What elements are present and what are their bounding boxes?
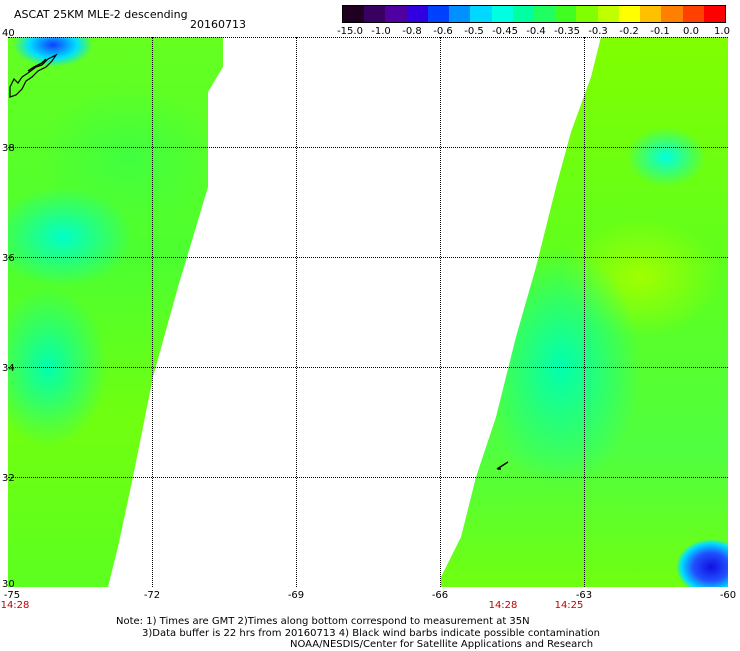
color-scale-label: -0.2 [619, 26, 639, 37]
color-swatch [597, 6, 619, 22]
color-swatch [343, 6, 365, 22]
note-line: Note: 1) Times are GMT 2)Times along bot… [116, 616, 530, 627]
color-swatch [640, 6, 662, 22]
meridian-line [584, 37, 585, 587]
color-scale-label: -0.35 [554, 26, 580, 37]
color-swatch [491, 6, 513, 22]
color-scale-label: -0.1 [650, 26, 670, 37]
lon-label: -72 [143, 590, 161, 601]
pass-time: 14:25 [554, 600, 584, 611]
product-date: 20160713 [190, 18, 246, 31]
satellite-swath-west [8, 37, 223, 587]
color-swatch [682, 6, 704, 22]
color-scale-bar [342, 5, 726, 23]
lat-label: 36 [2, 253, 15, 264]
color-swatch [427, 6, 450, 22]
wind-barb-icon [496, 461, 509, 470]
lat-label: 38 [2, 143, 15, 154]
color-swatch [385, 6, 407, 22]
color-swatch [576, 6, 598, 22]
color-scale-labels: -15.0 -1.0 -0.8 -0.6 -0.5 -0.45 -0.4 -0.35 -0.3-… [336, 26, 736, 38]
lat-label: 30 [2, 579, 15, 590]
pass-time: 14:28 [488, 600, 518, 611]
lon-label: -75 [3, 590, 21, 601]
map-panel [8, 37, 728, 587]
coastline [9, 53, 58, 98]
meridian-line [152, 37, 153, 587]
lat-label: 34 [2, 363, 15, 374]
parallel-line [8, 367, 728, 368]
lat-label: 32 [2, 473, 15, 484]
pass-time: 14:28 [0, 600, 30, 611]
parallel-line [8, 257, 728, 258]
color-swatch [555, 6, 577, 22]
color-scale-label: -0.6 [433, 26, 453, 37]
color-scale-label: -0.5 [464, 26, 484, 37]
color-scale-label: -0.45 [492, 26, 518, 37]
lon-label: -69 [287, 590, 305, 601]
color-scale-label: -0.3 [588, 26, 608, 37]
parallel-line [8, 477, 728, 478]
lon-label: -66 [431, 590, 449, 601]
color-swatch [470, 6, 492, 22]
meridian-line [296, 37, 297, 587]
lon-label: -63 [575, 590, 593, 601]
note-line: 3)Data buffer is 22 hrs from 20160713 4)… [142, 628, 600, 639]
product-title: ASCAT 25KM MLE-2 descending [14, 8, 188, 21]
color-scale-label: 1.0 [714, 26, 730, 37]
color-swatch [364, 6, 386, 22]
color-swatch [449, 6, 471, 22]
meridian-line [440, 37, 441, 587]
lat-label: 40 [2, 28, 15, 39]
parallel-line [8, 37, 728, 38]
color-scale-label: 0.0 [683, 26, 699, 37]
color-swatch [512, 6, 534, 22]
color-swatch [618, 6, 641, 22]
parallel-line [8, 147, 728, 148]
color-swatch [661, 6, 683, 22]
lon-label: -60 [719, 590, 737, 601]
color-scale-label: -15.0 [337, 26, 363, 37]
note-line: NOAA/NESDIS/Center for Satellite Applica… [290, 639, 594, 650]
color-scale-label: -1.0 [371, 26, 391, 37]
color-swatch [406, 6, 428, 22]
color-swatch [703, 6, 725, 22]
color-scale-label: -0.8 [402, 26, 422, 37]
color-swatch [533, 6, 556, 22]
color-scale-label: -0.4 [526, 26, 546, 37]
